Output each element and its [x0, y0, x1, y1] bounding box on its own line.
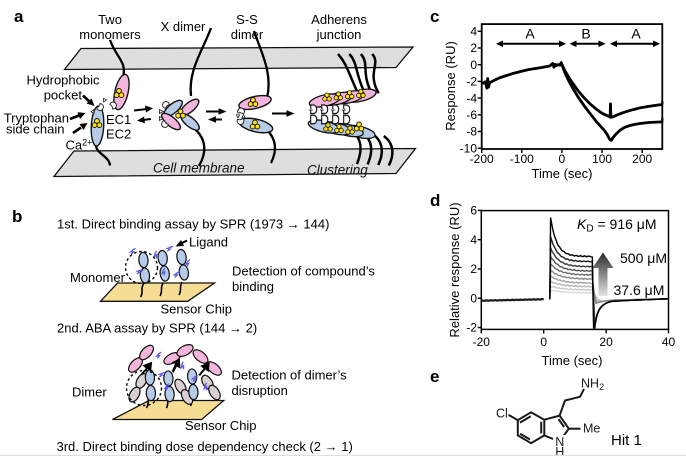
svg-text:Tryptophan: Tryptophan: [4, 111, 69, 126]
svg-text:Me: Me: [583, 422, 600, 436]
svg-text:junction: junction: [316, 27, 362, 42]
svg-text:0: 0: [559, 152, 566, 166]
svg-text:2: 2: [470, 41, 477, 55]
svg-text:e: e: [430, 367, 439, 386]
svg-text:4: 4: [470, 233, 477, 247]
svg-text:500 μM: 500 μM: [620, 250, 667, 266]
svg-text:2: 2: [470, 262, 477, 276]
svg-text:NH2: NH2: [581, 377, 604, 393]
svg-text:side chain: side chain: [6, 122, 65, 137]
svg-text:100: 100: [592, 152, 612, 166]
svg-text:A: A: [631, 26, 641, 42]
svg-text:Sensor Chip: Sensor Chip: [161, 302, 233, 317]
svg-text:-10: -10: [460, 141, 478, 155]
svg-text:d: d: [430, 191, 440, 210]
svg-text:Hit 1: Hit 1: [611, 432, 642, 449]
svg-text:1st. Direct binding assay by S: 1st. Direct binding assay by SPR (1973 →…: [57, 217, 329, 232]
svg-text:Time (sec): Time (sec): [542, 353, 603, 368]
svg-text:Ligand: Ligand: [189, 235, 228, 250]
svg-text:Clustering: Clustering: [307, 163, 368, 178]
svg-text:37.6 μM: 37.6 μM: [614, 282, 665, 298]
svg-text:S-S: S-S: [236, 12, 258, 27]
svg-text:Relative response (RU): Relative response (RU): [447, 202, 462, 337]
svg-text:0: 0: [470, 58, 477, 72]
svg-text:KD = 916 μM: KD = 916 μM: [577, 216, 657, 235]
svg-text:0: 0: [470, 291, 477, 305]
svg-text:-4: -4: [466, 91, 477, 105]
svg-text:Cell membrane: Cell membrane: [153, 161, 245, 176]
svg-text:40: 40: [662, 335, 676, 349]
svg-text:4: 4: [470, 25, 477, 39]
svg-text:disruption: disruption: [232, 383, 288, 398]
svg-text:A: A: [525, 26, 535, 42]
svg-text:Monomer: Monomer: [70, 270, 126, 285]
svg-text:b: b: [12, 207, 22, 226]
svg-text:pocket: pocket: [44, 88, 83, 103]
svg-text:-100: -100: [510, 152, 534, 166]
svg-text:EC2: EC2: [106, 127, 131, 142]
svg-text:H: H: [555, 445, 564, 456]
svg-text:Response (RU): Response (RU): [443, 41, 458, 131]
svg-text:monomers: monomers: [79, 27, 141, 42]
svg-text:Sensor Chip: Sensor Chip: [185, 418, 257, 433]
svg-text:Adherens: Adherens: [311, 12, 367, 27]
svg-text:-8: -8: [466, 125, 477, 139]
svg-text:Time (sec): Time (sec): [532, 166, 593, 181]
svg-text:0: 0: [540, 335, 547, 349]
svg-text:Detection of dimer’s: Detection of dimer’s: [232, 368, 348, 383]
svg-text:20: 20: [599, 335, 613, 349]
svg-text:B: B: [581, 26, 590, 42]
svg-text:3rd. Direct binding dose depen: 3rd. Direct binding dose dependency chec…: [57, 439, 353, 454]
svg-text:X dimer: X dimer: [161, 19, 206, 34]
svg-text:200: 200: [632, 152, 652, 166]
svg-text:-6: -6: [466, 108, 477, 122]
svg-text:-2: -2: [466, 75, 477, 89]
svg-text:dimer: dimer: [231, 27, 264, 42]
svg-text:Dimer: Dimer: [72, 385, 107, 400]
svg-text:Detection of compound’s: Detection of compound’s: [232, 264, 375, 279]
svg-text:Cl: Cl: [496, 407, 508, 421]
svg-text:2nd. ABA assay by SPR (144 → 2: 2nd. ABA assay by SPR (144 → 2): [57, 321, 257, 336]
svg-text:c: c: [430, 7, 439, 26]
svg-text:-200: -200: [470, 152, 494, 166]
svg-text:-2: -2: [466, 321, 477, 335]
svg-text:6: 6: [470, 204, 477, 218]
svg-text:-20: -20: [473, 335, 491, 349]
svg-text:N: N: [555, 435, 564, 449]
svg-text:a: a: [14, 7, 24, 26]
svg-text:Two: Two: [98, 12, 122, 27]
svg-text:Hydrophobic: Hydrophobic: [27, 73, 100, 88]
svg-text:EC1: EC1: [106, 112, 131, 127]
svg-text:binding: binding: [232, 279, 274, 294]
